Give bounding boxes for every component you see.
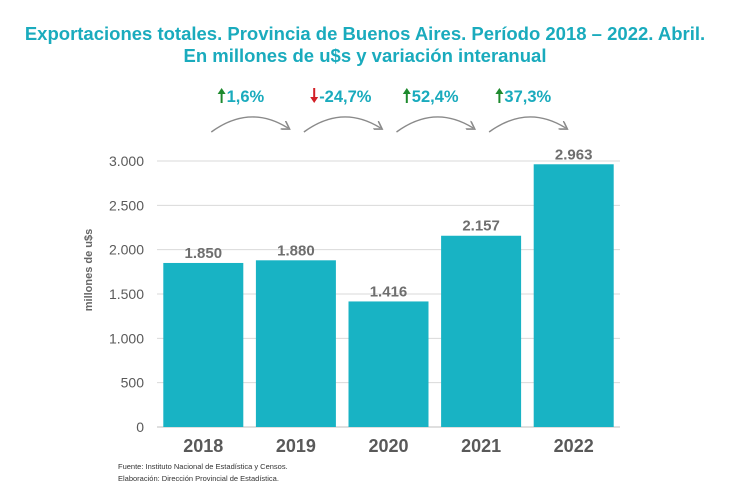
x-axis-labels: 2018 2019 2020 2021 2022	[183, 436, 593, 456]
data-label: 2.157	[462, 218, 500, 235]
variation-arrow-curve	[396, 116, 474, 133]
y-tick-label: 0	[136, 419, 144, 435]
up-arrow-icon	[495, 88, 504, 103]
data-label: 1.416	[370, 283, 408, 300]
variation-arrow-curve	[303, 116, 381, 133]
x-tick-label: 2020	[368, 436, 408, 456]
data-labels: 1.850 1.880 1.416 2.157 2.963	[185, 146, 593, 300]
x-tick-label: 2021	[461, 436, 501, 456]
chart-title: Exportaciones totales. Provincia de Buen…	[24, 23, 706, 44]
y-axis-label: millones de u$s	[83, 229, 95, 312]
up-arrow-icon	[217, 88, 226, 103]
variation-arrow-curve	[488, 116, 566, 133]
bar-2018	[163, 262, 244, 427]
variation-label: 52,4%	[412, 88, 459, 106]
up-arrow-icon	[402, 88, 411, 103]
chart-subtitle: En millones de u$s y variación interanua…	[183, 45, 547, 66]
y-axis-ticks: 0 500 1.000 1.500 2.000 2.500 3.000	[109, 153, 144, 435]
down-arrow-icon	[310, 88, 319, 103]
y-tick-label: 500	[121, 375, 145, 391]
bar-2021	[441, 235, 522, 427]
y-tick-label: 3.000	[109, 153, 144, 169]
variation-label: 37,3%	[504, 88, 551, 106]
variation-arrow-curve	[210, 116, 288, 133]
variation-label: 1,6%	[227, 88, 265, 106]
bar-2020	[348, 301, 429, 427]
data-label: 1.880	[277, 242, 315, 259]
x-tick-label: 2022	[554, 436, 594, 456]
bars	[163, 164, 614, 427]
y-tick-label: 2.500	[109, 197, 144, 213]
bar-2022	[533, 164, 614, 427]
source-note: Fuente: Instituto Nacional de Estadístic…	[118, 462, 288, 471]
y-tick-label: 2.000	[109, 242, 144, 258]
variation-annotations: 1,6% -24,7% 52,4% 37,3%	[210, 88, 566, 133]
elaboration-note: Elaboración: Dirección Provincial de Est…	[118, 474, 279, 483]
y-tick-label: 1.000	[109, 330, 144, 346]
variation-label: -24,7%	[319, 88, 372, 106]
y-tick-label: 1.500	[109, 286, 144, 302]
bar-2019	[255, 260, 336, 427]
x-tick-label: 2018	[183, 436, 223, 456]
data-label: 1.850	[185, 245, 223, 262]
data-label: 2.963	[555, 146, 593, 163]
x-tick-label: 2019	[276, 436, 316, 456]
